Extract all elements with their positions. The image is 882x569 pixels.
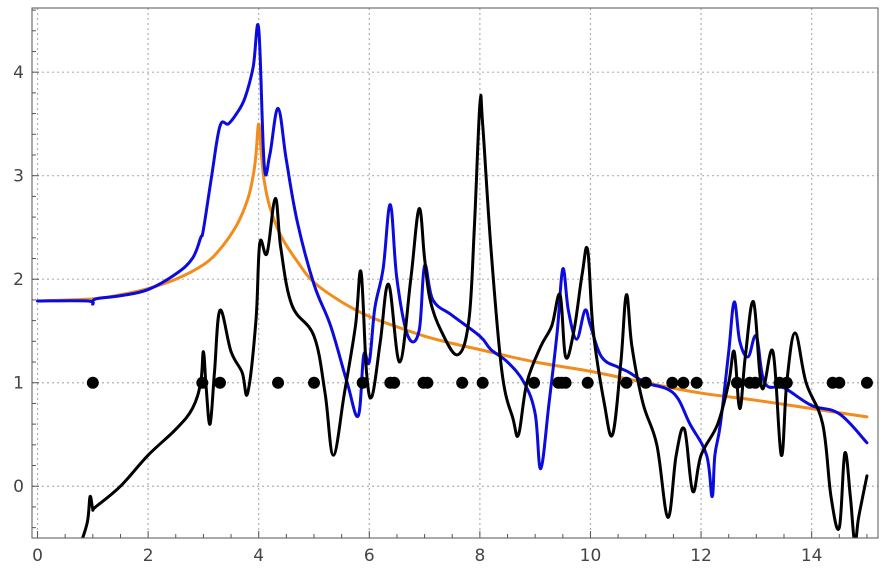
plot-border — [31, 7, 879, 539]
data-point — [690, 376, 703, 389]
data-point — [388, 376, 401, 389]
data-point — [272, 376, 285, 389]
series-line-2 — [36, 23, 869, 499]
data-point — [620, 376, 633, 389]
data-point — [639, 376, 652, 389]
data-point — [214, 376, 226, 389]
x-tick-label: 8 — [474, 546, 485, 566]
series-line-3 — [81, 93, 869, 538]
x-tick-label: 10 — [580, 546, 602, 566]
data-point — [581, 376, 594, 389]
data-point — [731, 376, 743, 389]
data-point — [833, 376, 846, 389]
y-tick-label: 1 — [13, 374, 24, 394]
data-point — [476, 376, 489, 389]
data-point — [860, 376, 873, 389]
data-point — [666, 376, 679, 389]
x-tick-label: 12 — [690, 546, 712, 566]
data-point — [86, 376, 99, 389]
x-tick-label: 14 — [801, 546, 823, 566]
data-point — [677, 376, 690, 389]
data-point — [356, 376, 369, 389]
x-tick-label: 6 — [364, 546, 375, 566]
x-tick-label: 0 — [32, 546, 43, 566]
data-point — [421, 376, 434, 389]
data-point — [780, 376, 793, 389]
y-tick-label: 2 — [13, 270, 24, 290]
data-point — [528, 376, 541, 389]
data-point — [456, 376, 469, 389]
points-layer — [86, 376, 873, 389]
x-tick-label: 4 — [253, 546, 264, 566]
data-point — [308, 376, 320, 389]
grid — [32, 8, 878, 538]
y-tick-label: 0 — [13, 477, 24, 497]
series-layer — [36, 23, 869, 538]
plot-frame — [31, 7, 879, 539]
x-tick-label: 2 — [143, 546, 154, 566]
y-tick-label: 3 — [13, 167, 24, 187]
data-point — [196, 376, 209, 389]
y-tick-label: 4 — [13, 63, 24, 83]
data-point — [559, 376, 572, 389]
data-point — [749, 376, 762, 389]
